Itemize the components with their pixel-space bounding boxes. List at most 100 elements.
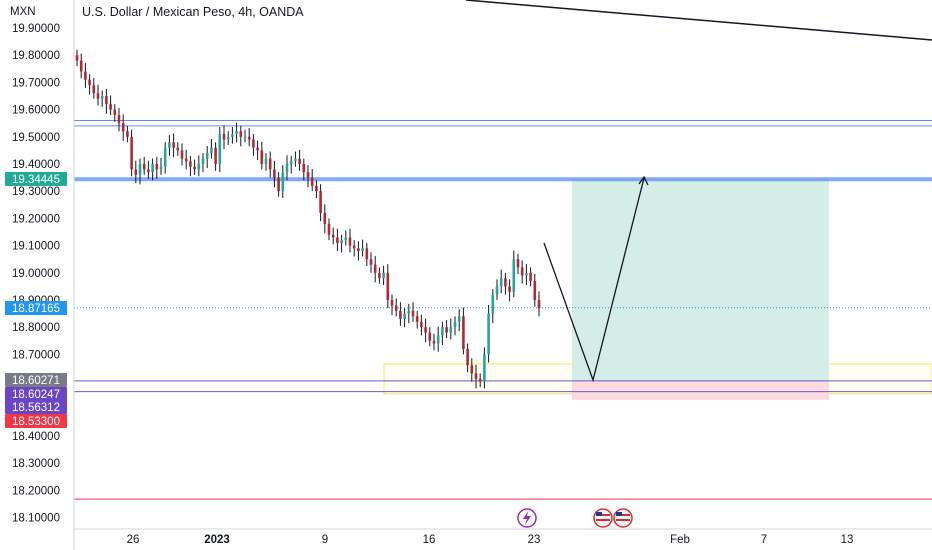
candle-body [306,172,310,178]
candle-body [520,267,524,276]
candle-body [222,134,226,140]
candle-body [151,164,154,173]
candle-body [319,191,322,213]
candle-body [92,85,96,94]
profit-zone [572,179,829,381]
candle-body [516,259,520,268]
candle-body [100,96,104,99]
candle-body [344,237,348,241]
price-tag [5,414,67,428]
candle-body [449,327,453,333]
candle-body [231,134,234,137]
candles [75,49,541,389]
candle-body [247,136,251,140]
candle-body [470,365,474,374]
y-tick-label: 18.80000 [12,322,60,334]
candle-body [466,348,469,366]
y-tick-label: 19.70000 [12,77,60,89]
candle-body [96,93,100,99]
x-tick-label: 16 [423,534,436,546]
y-tick-label: 18.70000 [12,349,60,361]
candle-body [147,169,150,173]
y-tick-label: 18.40000 [12,431,60,443]
price-tag-label: 18.60247 [12,389,60,401]
candle-body [105,96,108,105]
candle-body [197,164,201,170]
y-tick-label: 19.50000 [12,132,60,144]
candle-body [424,327,427,333]
candle-body [487,313,490,355]
candle-body [84,71,87,80]
x-tick-label: 13 [841,534,854,546]
us-flag-icon[interactable] [593,508,613,528]
candle-body [239,131,243,137]
trend-line [465,0,932,41]
candle-body [432,340,436,344]
candle-body [264,158,268,164]
drawings [465,0,932,383]
candle-body [525,272,528,276]
candle-body [340,240,343,243]
candle-body [256,147,259,151]
candle-body [457,316,461,322]
candle-body [260,150,264,164]
candle-body [403,313,406,320]
time-axis[interactable]: 26 2023 9 16 23 Feb 7 13 [127,534,854,546]
candle-body [163,147,167,167]
candle-body [512,259,516,292]
y-tick-label: 18.30000 [12,458,60,470]
y-tick-label: 19.90000 [12,23,60,35]
lightning-icon[interactable] [517,508,537,528]
candle-body [453,321,457,328]
candle-body [357,248,360,252]
y-tick-label: 19.80000 [12,50,60,62]
candle-body [210,147,213,154]
candle-body [508,286,511,292]
candle-body [130,136,133,170]
candle-body [386,272,390,300]
candle-body [428,332,432,341]
y-tick-label: 19.20000 [12,213,60,225]
candle-body [411,310,415,317]
x-tick-label: 9 [322,534,328,546]
candle-body [420,321,423,328]
candle-body [483,354,486,382]
price-tag [5,400,67,414]
price-tag-label: 18.60271 [12,375,60,387]
candle-body [117,115,121,124]
us-flag-icon[interactable] [613,508,633,528]
candle-body [109,104,112,110]
candle-body [281,172,285,192]
candle-body [121,123,125,132]
x-tick-label: 2023 [204,534,230,546]
candle-body [79,60,83,72]
candle-body [394,305,398,311]
y-tick-label: 18.10000 [12,513,60,525]
candle-body [537,300,541,309]
y-tick-label: 19.60000 [12,105,60,117]
candle-body [201,158,205,164]
candle-body [184,158,188,162]
candle-body [323,212,327,224]
candle-body [478,378,482,382]
horizontal-lines [74,119,932,500]
candle-body [75,55,79,61]
price-tags: 19.34445 18.87165 18.60271 18.6024718.56312… [5,172,67,428]
candle-body [252,139,255,148]
candle-body [441,327,444,336]
candle-body [327,223,331,235]
x-tick-label: 26 [127,534,140,546]
candle-body [369,259,373,265]
candle-body [336,237,339,243]
currency-label: MXN [10,6,36,18]
price-tag [5,172,67,186]
candle-body [365,248,369,260]
price-tag-label: 19.34445 [12,174,60,186]
price-tag-label: 18.87165 [12,303,60,315]
candle-body [348,237,352,246]
candle-body [495,286,499,295]
candle-body [315,185,318,192]
y-tick-label: 19.40000 [12,159,60,171]
x-tick-label: Feb [670,534,690,546]
